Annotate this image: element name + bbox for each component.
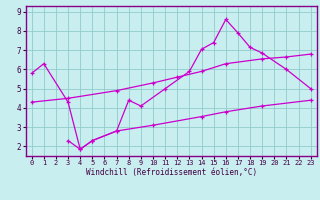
- X-axis label: Windchill (Refroidissement éolien,°C): Windchill (Refroidissement éolien,°C): [86, 168, 257, 177]
